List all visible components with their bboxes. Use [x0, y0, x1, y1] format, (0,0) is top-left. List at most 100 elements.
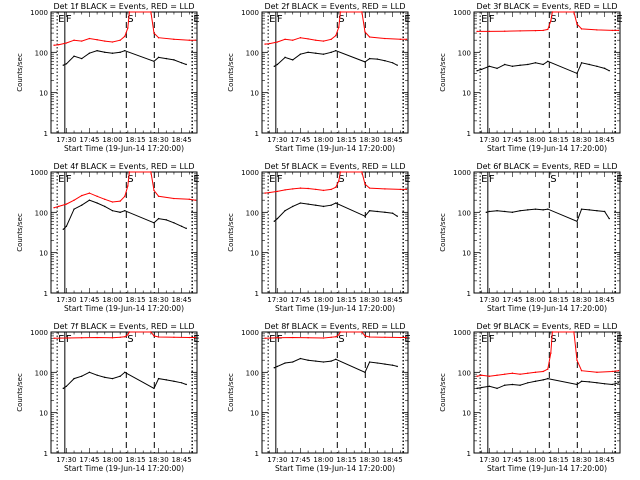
data-point: [580, 380, 583, 382]
data-point: [391, 62, 394, 64]
data-point: [292, 59, 294, 61]
data-point: [588, 209, 590, 211]
y-tick-label: 1: [44, 290, 48, 298]
data-point: [596, 371, 598, 374]
chart-title: Det 6f BLACK = Events, RED = LLD: [476, 162, 617, 171]
data-point: [322, 361, 325, 363]
y-tick-label: 100: [458, 209, 471, 217]
data-point: [273, 65, 275, 68]
data-point: [57, 205, 60, 208]
plot-frame: [261, 331, 409, 454]
y-tick-label: 1: [255, 130, 259, 138]
data-point: [368, 336, 371, 338]
x-tick-label: 18:15: [125, 136, 145, 144]
data-point: [157, 37, 160, 39]
x-tick-label: 18:00: [525, 296, 545, 304]
data-point: [480, 68, 483, 70]
marker-label: F: [277, 334, 283, 345]
data-point: [330, 204, 332, 206]
data-point: [330, 188, 332, 191]
marker-label: S: [550, 14, 556, 25]
data-point: [104, 198, 106, 201]
data-point: [264, 43, 266, 45]
data-point: [580, 28, 583, 30]
x-tick-label: 18:15: [336, 296, 356, 304]
data-point: [65, 42, 68, 44]
data-point: [511, 65, 514, 68]
data-point: [81, 337, 83, 339]
data-point: [73, 39, 75, 41]
data-point: [153, 189, 155, 192]
data-point: [576, 23, 578, 25]
data-point: [384, 188, 386, 190]
data-point: [276, 337, 279, 339]
data-point: [273, 220, 275, 222]
chart-panel: Det 1f BLACK = Events, RED = LLD 1 10 100 10…: [16, 2, 200, 153]
data-point: [153, 335, 155, 337]
marker-label: E: [58, 14, 64, 25]
data-point: [273, 367, 275, 369]
y-tick-label: 100: [246, 369, 259, 377]
data-point: [339, 171, 342, 173]
y-tick-label: 10: [39, 410, 48, 418]
data-point: [96, 195, 98, 197]
data-point: [338, 26, 340, 28]
x-tick-label: 18:00: [313, 296, 333, 304]
data-point: [527, 382, 529, 384]
data-point: [399, 38, 402, 41]
data-point: [284, 189, 286, 191]
data-point: [617, 29, 620, 32]
chart-title: Det 2f BLACK = Events, RED = LLD: [264, 2, 405, 11]
y-tick-label: 1: [467, 450, 471, 458]
data-point: [96, 39, 98, 41]
marker-label: F: [66, 334, 72, 345]
data-point: [292, 188, 294, 190]
marker-label: E: [58, 334, 64, 345]
data-point: [315, 204, 317, 206]
x-tick-label: 18:45: [595, 296, 615, 304]
x-tick-label: 18:45: [172, 136, 192, 144]
x-tick-label: 17:30: [479, 136, 499, 144]
data-point: [322, 40, 325, 42]
data-point: [551, 331, 554, 333]
data-point: [62, 387, 64, 390]
data-point: [596, 65, 598, 68]
data-point: [284, 38, 286, 41]
marker-label: F: [277, 14, 283, 25]
data-point: [185, 63, 187, 66]
chart-title: Det 4f BLACK = Events, RED = LLD: [53, 162, 194, 171]
data-point: [194, 39, 197, 41]
data-point: [617, 369, 620, 372]
data-point: [603, 210, 606, 213]
marker-label: F: [489, 14, 495, 25]
data-point: [165, 219, 167, 221]
x-tick-label: 17:30: [56, 136, 76, 144]
marker-label: E: [58, 174, 64, 185]
plot-frame: [261, 11, 409, 134]
x-tick-label: 18:45: [172, 296, 192, 304]
data-point: [488, 65, 491, 68]
data-point: [104, 205, 106, 208]
y-axis-label: Counts/sec: [227, 53, 235, 92]
y-axis-label: Counts/sec: [227, 213, 235, 252]
y-tick-label: 1000: [453, 169, 471, 177]
data-point: [576, 72, 578, 75]
marker-label: S: [338, 174, 344, 185]
data-point: [88, 52, 91, 54]
plot-frame: [261, 171, 409, 294]
data-point: [322, 205, 325, 208]
data-point: [111, 337, 114, 339]
marker-label: S: [127, 174, 133, 185]
y-tick-label: 1: [467, 130, 471, 138]
chart-panel: Det 9f BLACK = Events, RED = LLD 1 10 100 10…: [439, 322, 623, 473]
x-tick-label: 18:00: [102, 136, 122, 144]
data-point: [307, 51, 309, 54]
y-tick-label: 100: [458, 369, 471, 377]
x-tick-label: 17:45: [79, 296, 99, 304]
data-point: [519, 209, 521, 212]
x-tick-label: 18:15: [548, 296, 568, 304]
data-point: [111, 209, 114, 212]
chart-panel: Det 4f BLACK = Events, RED = LLD 1 10 100 10…: [16, 162, 200, 313]
data-point: [547, 60, 549, 62]
data-point: [157, 217, 160, 220]
